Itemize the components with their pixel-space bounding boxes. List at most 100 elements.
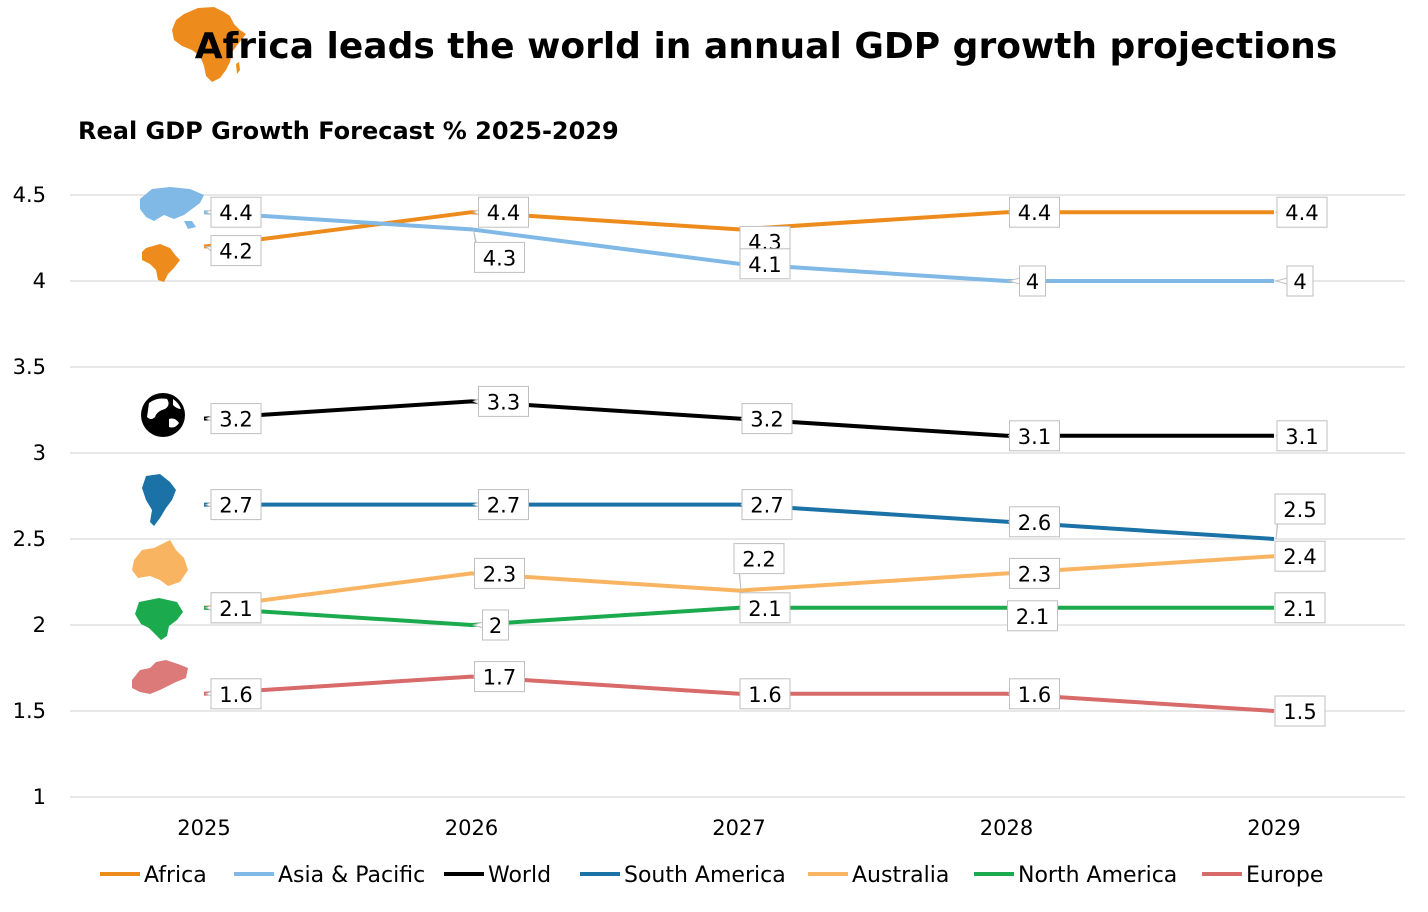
data-label-text: 4.3 [483, 246, 516, 270]
data-label: 2.1 [739, 592, 791, 624]
data-label: 4.4 [1007, 196, 1060, 228]
series-line [203, 605, 1274, 627]
legend-item: World [444, 863, 551, 888]
y-tick-label: 2 [33, 613, 46, 637]
data-label: 3.2 [204, 403, 262, 435]
data-label-text: 4 [1293, 270, 1306, 294]
data-label: 4.3 [473, 229, 525, 273]
data-label-text: 4 [1026, 270, 1039, 294]
australia-map-icon [132, 540, 188, 586]
data-label-text: 4.1 [748, 253, 781, 277]
data-label: 2.2 [733, 543, 785, 591]
data-label: 4.4 [1275, 196, 1328, 228]
series-asia-pacific [203, 210, 1274, 283]
data-label-text: 4.4 [487, 201, 520, 225]
data-label: 4.2 [204, 235, 262, 267]
data-label-text: 4.2 [219, 240, 252, 264]
data-label-text: 2.2 [742, 548, 775, 572]
data-label-text: 1.5 [1283, 700, 1316, 724]
legend-label: Europe [1246, 863, 1323, 888]
legend-item: Europe [1202, 863, 1323, 888]
data-label: 4.4 [204, 196, 262, 228]
data-label: 1.6 [1007, 678, 1060, 710]
data-label-text: 2 [489, 614, 502, 638]
legend-label: Africa [144, 863, 207, 888]
legend-item: South America [580, 863, 786, 888]
data-label: 2.5 [1274, 493, 1326, 540]
north-america-map-icon [135, 598, 183, 640]
y-tick-label: 4.5 [13, 183, 46, 207]
y-tick-label: 4 [33, 269, 46, 293]
data-label-text: 2.1 [1283, 597, 1316, 621]
legend-label: World [488, 863, 551, 888]
y-tick-label: 3.5 [13, 355, 46, 379]
data-label: 2.4 [1274, 540, 1326, 572]
data-label-text: 2.7 [750, 494, 783, 518]
data-label: 3.3 [472, 385, 529, 417]
series-africa [203, 210, 1274, 249]
data-label-text: 1.7 [483, 666, 516, 690]
data-label-text: 2.1 [219, 597, 252, 621]
x-tick-label: 2025 [177, 816, 230, 840]
chart-subtitle: Real GDP Growth Forecast % 2025-2029 [78, 117, 619, 145]
legend-item: Asia & Pacific [234, 863, 425, 888]
y-tick-label: 2.5 [13, 527, 46, 551]
series-australia [203, 554, 1275, 610]
data-label-text: 2.3 [483, 562, 516, 586]
legend-label: Australia [852, 863, 949, 888]
data-label-text: 4.4 [219, 201, 252, 225]
data-label: 2.7 [740, 489, 793, 521]
data-label: 4 [1274, 265, 1314, 297]
data-label: 1.6 [739, 678, 791, 710]
legend-item: Africa [100, 863, 207, 888]
data-label: 3.1 [1275, 420, 1328, 452]
data-label-text: 2.7 [219, 494, 252, 518]
x-tick-label: 2026 [445, 816, 498, 840]
data-label-text: 3.1 [1285, 425, 1318, 449]
legend-item: Australia [808, 863, 949, 888]
series-europe [203, 674, 1275, 713]
x-tick-label: 2029 [1247, 816, 1300, 840]
data-label-text: 3.1 [1018, 425, 1051, 449]
x-tick-label: 2027 [712, 816, 765, 840]
data-labels: 4.24.44.34.4 4.44.44.3 4.14 43.23.33.23.1 3.… [204, 196, 1328, 727]
data-label-text: 2.3 [1018, 562, 1051, 586]
data-label: 2.7 [204, 489, 262, 521]
data-label-text: 1.6 [748, 683, 781, 707]
data-label-text: 1.6 [219, 683, 252, 707]
data-label: 1.7 [472, 661, 525, 693]
series-line [203, 554, 1275, 610]
legend-label: North America [1018, 863, 1177, 888]
legend-label: South America [624, 863, 786, 888]
data-label-text: 2.7 [487, 494, 520, 518]
data-label: 3.2 [740, 403, 793, 435]
data-label: 2.1 [204, 592, 262, 624]
legend-item: North America [974, 863, 1177, 888]
region-icons [132, 187, 204, 694]
series-line [204, 502, 1275, 541]
series-line [203, 210, 1274, 283]
data-label-text: 1.6 [1018, 683, 1051, 707]
y-tick-label: 1.5 [13, 699, 46, 723]
series-line [203, 399, 1274, 438]
series-line [203, 674, 1275, 713]
data-label: 3.1 [1007, 420, 1060, 452]
y-tick-label: 3 [33, 441, 46, 465]
data-label-text: 4.4 [1285, 201, 1318, 225]
africa-map-icon [142, 244, 180, 282]
globe-icon [141, 393, 185, 437]
data-label-text: 2.5 [1283, 498, 1316, 522]
europe-map-icon [132, 660, 188, 694]
series-north-america [203, 605, 1274, 627]
legend-label: Asia & Pacific [278, 863, 425, 888]
data-label-text: 2.1 [748, 597, 781, 621]
data-label-text: 2.4 [1283, 545, 1316, 569]
x-tick-label: 2028 [980, 816, 1033, 840]
data-label: 2.1 [1007, 600, 1058, 632]
y-tick-label: 1 [33, 785, 46, 809]
series-south-america [204, 502, 1275, 541]
data-label: 4.4 [472, 196, 529, 228]
series-lines [203, 210, 1275, 713]
